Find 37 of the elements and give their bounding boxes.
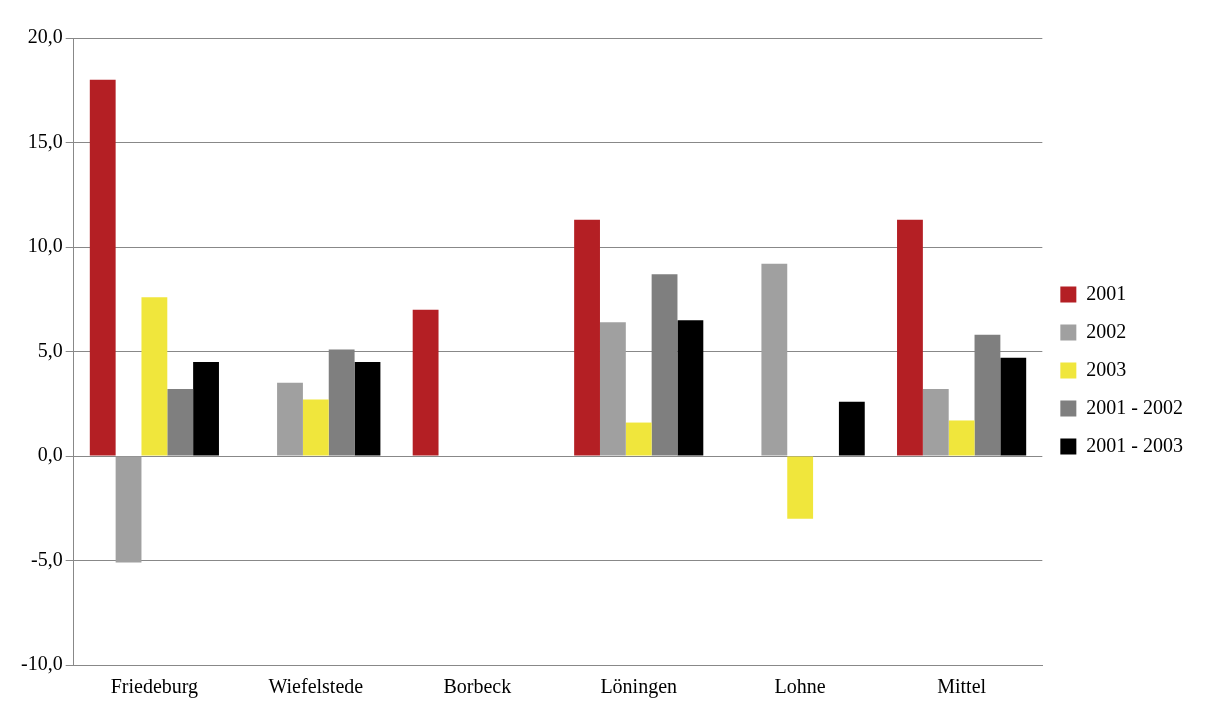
bar — [599, 322, 626, 456]
bar — [897, 219, 923, 456]
legend-label: 2001 - 2002 — [1086, 395, 1184, 418]
legend-label: 2001 — [1086, 281, 1127, 304]
bar — [1000, 357, 1027, 456]
bar — [115, 456, 142, 563]
bar — [625, 422, 652, 456]
bar — [302, 399, 329, 456]
bar — [354, 361, 381, 456]
bar — [787, 456, 814, 519]
bar — [838, 401, 865, 456]
y-tick-label: 0,0 — [37, 443, 63, 466]
y-tick-label: 10,0 — [27, 234, 63, 257]
bar — [574, 219, 600, 456]
bar — [761, 263, 788, 456]
bar — [89, 79, 116, 456]
bar — [277, 382, 303, 456]
x-tick-label: Borbeck — [443, 675, 512, 698]
y-tick-label: 20,0 — [27, 25, 63, 48]
y-tick-label: -10,0 — [20, 652, 63, 675]
y-tick-label: 15,0 — [27, 129, 63, 152]
legend-label: 2001 - 2003 — [1086, 433, 1184, 456]
y-tick-label: 5,0 — [37, 338, 63, 361]
bar — [412, 309, 439, 456]
x-tick-label: Mittel — [937, 675, 987, 698]
legend-label: 2002 — [1086, 319, 1127, 342]
bar — [922, 389, 949, 456]
bar — [141, 297, 168, 456]
x-tick-label: Löningen — [600, 675, 678, 699]
x-tick-label: Friedeburg — [110, 675, 199, 699]
x-tick-label: Wiefelstede — [268, 675, 364, 698]
bar — [193, 361, 219, 456]
x-tick-label: Lohne — [774, 675, 826, 698]
y-tick-label: -5,0 — [30, 547, 63, 570]
legend-label: 2003 — [1086, 357, 1127, 380]
bar — [948, 420, 975, 456]
bar — [677, 320, 704, 456]
